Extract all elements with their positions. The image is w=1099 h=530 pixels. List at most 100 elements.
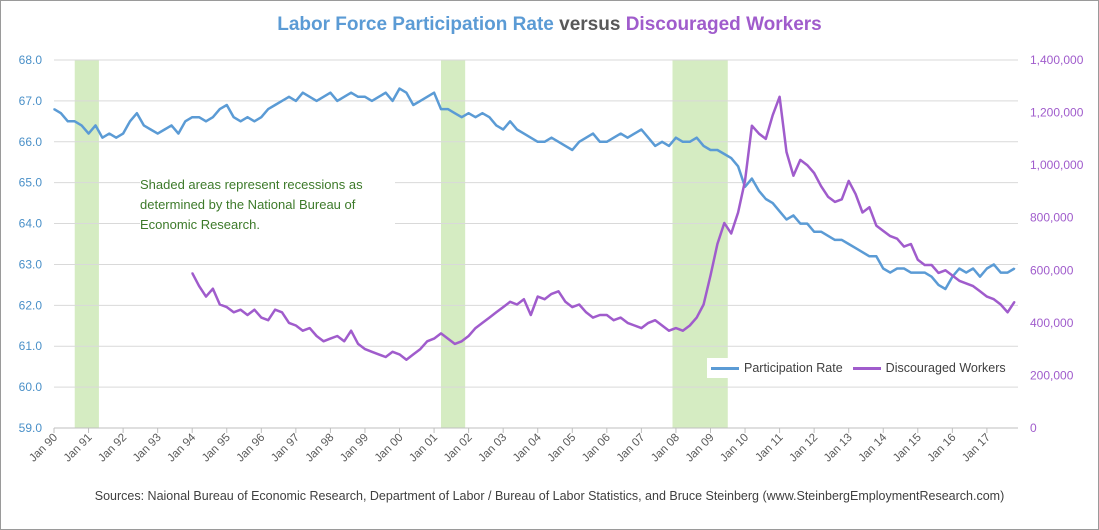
data-point-discouraged	[592, 316, 594, 319]
data-point-participation	[67, 120, 69, 123]
data-point-participation	[94, 124, 97, 127]
y-left-tick-label: 60.0	[19, 380, 43, 394]
data-point-participation	[377, 96, 380, 98]
data-point-discouraged	[322, 340, 325, 343]
data-point-discouraged	[502, 306, 504, 308]
data-point-participation	[225, 104, 228, 106]
data-point-discouraged	[585, 311, 587, 314]
data-point-discouraged	[910, 243, 912, 245]
data-point-discouraged	[308, 327, 311, 329]
data-point-participation	[170, 124, 173, 127]
data-point-participation	[391, 100, 394, 102]
data-point-participation	[523, 132, 525, 135]
x-tick-label: Jan 97	[269, 432, 302, 465]
data-point-participation	[820, 230, 822, 233]
data-point-discouraged	[827, 195, 829, 198]
data-point-discouraged	[384, 356, 387, 358]
data-point-participation	[474, 116, 477, 119]
data-point-participation	[184, 120, 187, 123]
data-point-participation	[322, 96, 325, 98]
data-point-participation	[502, 128, 504, 131]
data-point-participation	[937, 284, 940, 286]
data-point-participation	[295, 100, 297, 102]
y-left-tick-label: 63.0	[19, 257, 43, 271]
data-point-discouraged	[509, 301, 511, 303]
data-point-participation	[205, 120, 207, 123]
x-tick-label: Jan 04	[511, 431, 544, 464]
data-point-participation	[405, 91, 408, 94]
data-point-discouraged	[377, 353, 380, 356]
data-point-discouraged	[295, 324, 297, 327]
x-tick-label: Jan 96	[235, 432, 268, 465]
data-point-discouraged	[426, 340, 428, 343]
data-point-participation	[530, 136, 532, 139]
data-point-participation	[495, 124, 498, 127]
data-point-discouraged	[702, 303, 705, 306]
data-point-discouraged	[440, 332, 442, 335]
source-note: Sources: Naional Bureau of Economic Rese…	[94, 489, 1005, 503]
title-versus: versus	[559, 14, 621, 35]
data-point-participation	[688, 140, 691, 143]
data-point-participation	[108, 132, 111, 135]
data-point-discouraged	[606, 314, 608, 316]
legend-swatch-participation	[711, 366, 739, 370]
data-point-participation	[301, 91, 304, 94]
data-point-participation	[87, 132, 90, 135]
data-point-participation	[550, 136, 553, 139]
x-tick-label: Jan 95	[200, 432, 233, 465]
data-point-participation	[813, 230, 815, 233]
data-point-participation	[419, 100, 422, 102]
data-point-discouraged	[654, 319, 657, 322]
data-point-participation	[792, 214, 795, 217]
data-point-participation	[661, 140, 663, 143]
data-point-discouraged	[737, 211, 739, 214]
data-point-participation	[433, 91, 435, 94]
data-point-participation	[751, 177, 753, 180]
data-point-discouraged	[979, 290, 981, 293]
data-point-discouraged	[930, 264, 933, 266]
data-point-discouraged	[695, 316, 698, 319]
data-point-discouraged	[550, 293, 553, 295]
data-point-discouraged	[965, 282, 967, 285]
data-point-discouraged	[640, 327, 643, 329]
data-point-participation	[467, 112, 470, 114]
data-point-discouraged	[999, 303, 1002, 306]
data-point-discouraged	[799, 159, 802, 161]
data-point-discouraged	[716, 243, 719, 245]
y-right-tick-label: 1,400,000	[1030, 53, 1084, 67]
data-point-participation	[122, 132, 124, 135]
data-point-participation	[481, 112, 484, 114]
data-point-discouraged	[903, 245, 905, 248]
data-point-participation	[260, 116, 263, 119]
data-point-participation	[930, 275, 933, 278]
x-tick-label: Jan 07	[615, 432, 648, 465]
data-point-participation	[626, 136, 629, 139]
legend-swatch-discouraged	[852, 366, 881, 370]
data-point-discouraged	[329, 337, 332, 340]
data-point-participation	[764, 198, 767, 200]
data-point-participation	[716, 149, 719, 151]
x-tick-label: Jan 13	[822, 432, 855, 465]
data-point-participation	[136, 112, 138, 114]
data-point-participation	[882, 267, 885, 270]
data-point-participation	[350, 91, 352, 94]
data-point-participation	[834, 239, 836, 241]
data-point-discouraged	[758, 132, 760, 135]
data-point-discouraged	[744, 180, 746, 182]
data-point-participation	[343, 96, 346, 98]
data-point-discouraged	[875, 224, 878, 227]
data-point-participation	[668, 145, 670, 147]
data-point-discouraged	[882, 230, 885, 232]
data-point-participation	[944, 288, 947, 290]
y-left-tick-label: 61.0	[19, 339, 43, 353]
data-point-discouraged	[564, 301, 567, 303]
data-point-discouraged	[958, 280, 961, 282]
x-tick-label: Jan 91	[62, 432, 95, 465]
x-tick-label: Jan 99	[338, 432, 371, 465]
data-point-discouraged	[771, 114, 774, 116]
data-point-participation	[723, 153, 726, 155]
title-series1: Labor Force Participation Rate	[277, 14, 554, 35]
x-tick-label: Jan 05	[545, 432, 578, 465]
data-point-participation	[384, 91, 387, 94]
